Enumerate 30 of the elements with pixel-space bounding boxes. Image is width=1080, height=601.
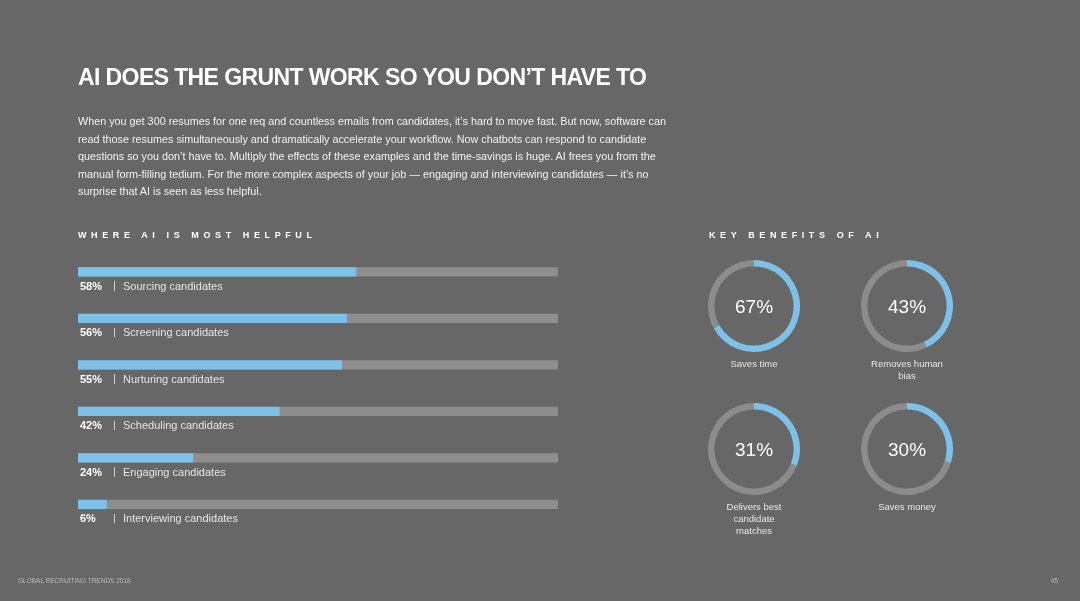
text: When you get 300 resumes for one req and countless emails from candidates, it’s hard to move fast. But now, software can read those resumes simultaneously and dramatically accelerate your workflow. Now chatbots can respond to candidate questions so you don’t have to. Multiply the effects of these examples and the time-savings is huge. AI frees you from the manual form-filling tedium. For the more complex aspects of your job — engaging and interviewing candidates — it’s no surprise that AI is seen as less helpful.: [78, 114, 667, 199]
text: 30%: [888, 439, 927, 460]
text: Delivers best candidate matches: [725, 501, 783, 537]
text: Saves money: [877, 501, 937, 513]
category-label: Sourcing candidates: [123, 280, 223, 292]
text: Saves time: [729, 358, 779, 370]
chart-title: WHERE AI IS MOST HELPFUL: [78, 230, 318, 240]
data-label: 55%: [80, 373, 103, 385]
donut-slice: [713, 260, 800, 352]
data-label: 58%: [80, 280, 103, 292]
category-label: Engaging candidates: [123, 466, 226, 478]
text: 43%: [888, 296, 927, 317]
data-label: 56%: [80, 326, 103, 338]
bar: [78, 499, 107, 510]
data-label: 6%: [80, 512, 97, 524]
donut-slice: [861, 260, 927, 352]
text: 31%: [735, 439, 774, 460]
text: AI DOES THE GRUNT WORK SO YOU DON’T HAVE TO: [78, 64, 648, 91]
category-label: Nurturing candidates: [123, 373, 225, 385]
data-label: 42%: [80, 419, 103, 431]
bar: [78, 453, 194, 463]
donut-slice: [708, 403, 797, 495]
category-label: Interviewing candidates: [123, 512, 238, 524]
text: KEY BENEFITS OF AI: [709, 230, 885, 240]
category-label: Scheduling candidates: [123, 419, 234, 431]
text: Removes human bias: [870, 358, 944, 382]
category-label: Screening candidates: [123, 326, 229, 338]
text: 67%: [735, 296, 774, 317]
data-label: 24%: [80, 466, 103, 478]
donut-slice: [861, 403, 951, 495]
